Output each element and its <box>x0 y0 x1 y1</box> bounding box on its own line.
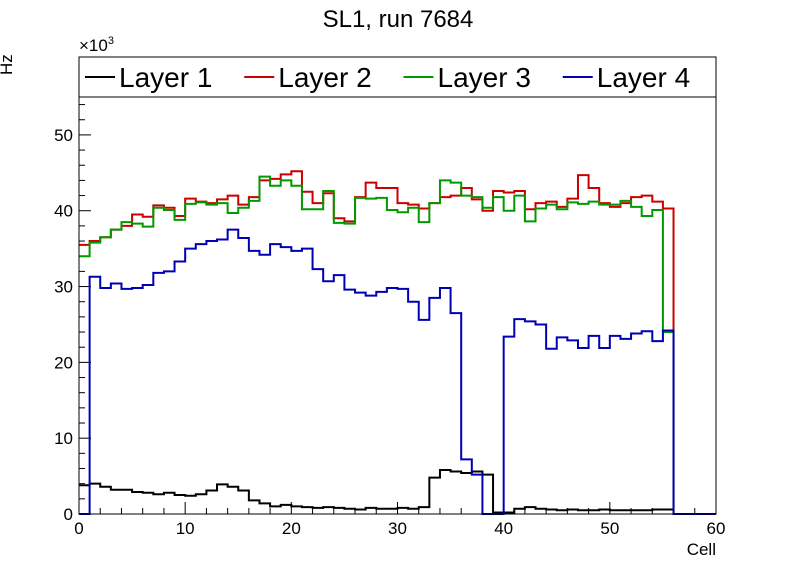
y-axis-multiplier: ×103 <box>79 35 114 55</box>
y-tick-label: 30 <box>54 278 73 297</box>
x-axis-ticks: 0 10 20 30 40 50 60 <box>74 502 725 538</box>
x-tick-label: 50 <box>600 519 619 538</box>
legend-label-layer-1: Layer 1 <box>119 62 212 93</box>
x-tick-label: 20 <box>282 519 301 538</box>
y-tick-label: 10 <box>54 429 73 448</box>
y-axis-label: Hz <box>0 54 16 75</box>
x-tick-label: 60 <box>707 519 726 538</box>
y-axis-multiplier-base: ×10 <box>79 36 108 55</box>
y-axis-multiplier-exponent: 3 <box>108 35 114 47</box>
x-axis-label: Cell <box>687 540 716 559</box>
x-tick-label: 40 <box>494 519 513 538</box>
y-tick-label: 0 <box>64 505 73 524</box>
x-tick-label: 10 <box>176 519 195 538</box>
y-tick-label: 20 <box>54 353 73 372</box>
x-tick-label: 30 <box>388 519 407 538</box>
legend-label-layer-2: Layer 2 <box>278 62 371 93</box>
series-line-layer-3 <box>79 175 716 515</box>
y-tick-label: 50 <box>54 126 73 145</box>
legend-label-layer-3: Layer 3 <box>438 62 531 93</box>
chart-title: SL1, run 7684 <box>323 6 474 33</box>
legend-label-layer-4: Layer 4 <box>597 62 690 93</box>
y-axis-ticks: 0 10 20 30 40 50 <box>54 104 91 524</box>
series-layer <box>79 170 716 515</box>
series-line-layer-4 <box>79 228 716 515</box>
x-tick-label: 0 <box>74 519 83 538</box>
series-line-layer-1 <box>79 469 716 515</box>
legend-box <box>78 56 717 98</box>
y-tick-label: 40 <box>54 202 73 221</box>
legend: Layer 1 Layer 2 Layer 3 Layer 4 <box>78 56 717 98</box>
